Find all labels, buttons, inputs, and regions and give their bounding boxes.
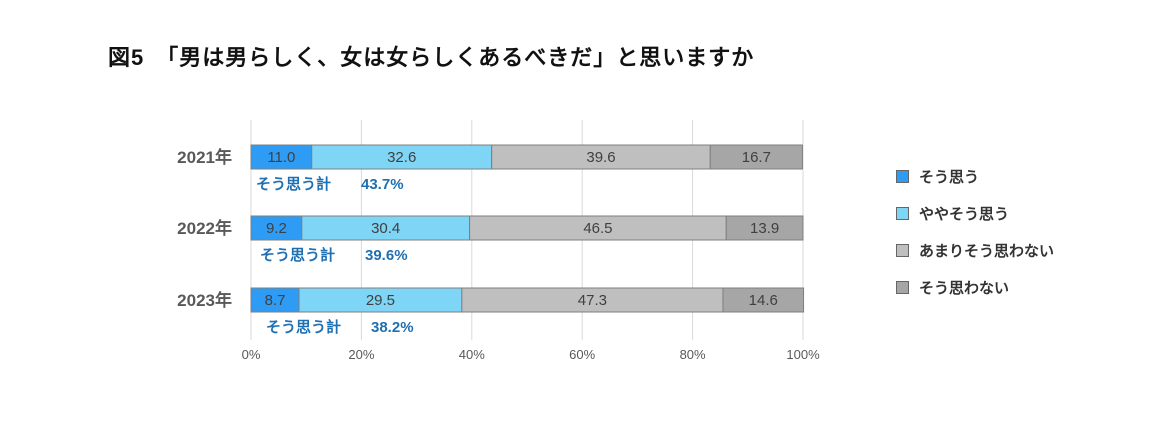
data-label: 16.7 bbox=[742, 149, 771, 166]
data-label: 39.6 bbox=[586, 149, 615, 166]
data-label: 47.3 bbox=[578, 292, 607, 309]
legend-item: あまりそう思わない bbox=[896, 232, 1054, 269]
x-tick-label: 60% bbox=[569, 347, 595, 362]
bar-segment bbox=[301, 215, 471, 241]
chart-title: 図5 「男は男らしく、女は女らしくあるべきだ」と思いますか bbox=[108, 45, 755, 70]
bar-segment bbox=[709, 144, 803, 170]
legend-swatch bbox=[896, 207, 909, 220]
bar-segment bbox=[725, 215, 804, 241]
category-label: 2021年 bbox=[177, 147, 232, 167]
data-label: 14.6 bbox=[749, 292, 778, 309]
x-tick-label: 100% bbox=[786, 347, 820, 362]
bar-segment bbox=[722, 287, 805, 313]
bar-segment bbox=[311, 144, 493, 170]
data-label: 13.9 bbox=[750, 220, 779, 237]
x-tick-label: 0% bbox=[242, 347, 261, 362]
legend-label: そう思う bbox=[919, 169, 980, 186]
bar-segment bbox=[298, 287, 463, 313]
data-label: 8.7 bbox=[265, 292, 286, 309]
bar-segment bbox=[250, 287, 300, 313]
total-label: そう思う計 bbox=[260, 246, 335, 264]
legend-label: ややそう思う bbox=[919, 206, 1010, 223]
legend-swatch bbox=[896, 244, 909, 257]
legend: そう思う ややそう思う あまりそう思わない そう思わない bbox=[896, 158, 1054, 306]
bar-segment bbox=[250, 144, 313, 170]
data-label: 11.0 bbox=[267, 149, 295, 166]
total-label: そう思う計 bbox=[256, 175, 331, 193]
total-value: 39.6% bbox=[365, 247, 408, 264]
legend-swatch bbox=[896, 281, 909, 294]
data-label: 29.5 bbox=[366, 292, 395, 309]
legend-item: そう思う bbox=[896, 158, 1054, 195]
legend-label: あまりそう思わない bbox=[919, 243, 1055, 260]
bar-segment bbox=[461, 287, 724, 313]
total-value: 43.7% bbox=[361, 176, 404, 193]
legend-label: そう思わない bbox=[919, 280, 1010, 297]
x-tick-label: 40% bbox=[459, 347, 485, 362]
data-label: 9.2 bbox=[266, 220, 287, 237]
legend-item: そう思わない bbox=[896, 269, 1054, 306]
category-label: 2023年 bbox=[177, 290, 232, 310]
legend-item: ややそう思う bbox=[896, 195, 1054, 232]
total-value: 38.2% bbox=[371, 319, 414, 336]
data-label: 32.6 bbox=[387, 149, 416, 166]
data-label: 46.5 bbox=[583, 220, 612, 237]
category-label: 2022年 bbox=[177, 218, 232, 238]
x-tick-label: 20% bbox=[348, 347, 374, 362]
data-label: 30.4 bbox=[371, 220, 400, 237]
bar-segment bbox=[491, 144, 711, 170]
x-tick-label: 80% bbox=[680, 347, 706, 362]
total-label: そう思う計 bbox=[266, 318, 341, 336]
legend-swatch bbox=[896, 170, 909, 183]
